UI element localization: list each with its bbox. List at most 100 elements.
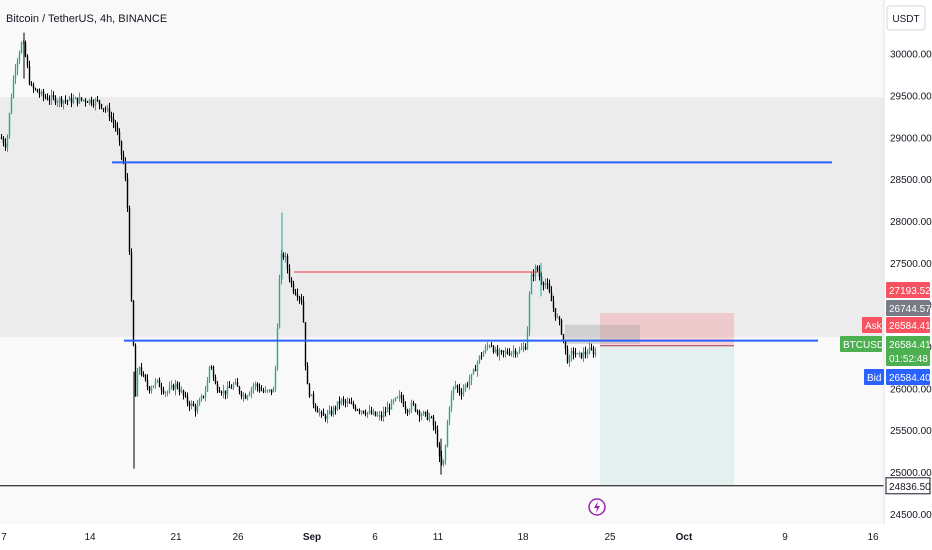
candle <box>378 410 381 421</box>
candle <box>208 365 211 384</box>
price-tick-label: 26000.00 <box>890 384 932 395</box>
candle <box>292 280 295 295</box>
candle <box>386 401 389 413</box>
candle <box>536 265 539 272</box>
candle <box>534 264 537 281</box>
candle <box>542 281 545 291</box>
candle <box>408 408 411 415</box>
candle <box>282 252 285 260</box>
time-axis[interactable]: 7 14 21 26 Sep 6 11 18 25 Oct 9 16 <box>1 532 879 543</box>
candle <box>192 401 195 407</box>
candle <box>100 103 103 110</box>
bottom-axis-background <box>0 524 932 550</box>
flash-icon[interactable] <box>588 498 606 516</box>
candle <box>492 345 495 354</box>
candle <box>444 444 447 465</box>
candle <box>250 386 253 399</box>
chart-title: Bitcoin / TetherUS, 4h, BINANCE <box>6 13 167 25</box>
candle <box>248 391 251 397</box>
candle <box>490 342 493 348</box>
candle <box>510 351 513 357</box>
candle <box>158 377 161 388</box>
price-tick-label: 25500.00 <box>890 426 932 437</box>
gray-price-tag-text: 26744.57 <box>889 304 931 315</box>
candle <box>422 410 425 416</box>
candle <box>84 98 87 107</box>
candle <box>566 345 569 364</box>
candle <box>194 403 197 417</box>
currency-label: USDT <box>892 14 919 25</box>
candle <box>148 385 151 394</box>
candle <box>320 410 323 418</box>
candle <box>402 394 405 408</box>
candle <box>374 411 377 417</box>
ask-label-tag: Ask <box>862 317 883 333</box>
currency-button[interactable]: USDT <box>886 5 926 31</box>
candle <box>416 409 419 415</box>
price-tick-label: 30000.00 <box>890 50 932 61</box>
candle <box>322 408 325 417</box>
candle <box>184 391 187 398</box>
candle <box>324 414 327 422</box>
candle <box>496 345 499 357</box>
price-tick-label: 24500.00 <box>890 510 932 521</box>
candle <box>180 386 183 394</box>
candle <box>16 58 19 76</box>
mini-gray-zone <box>565 324 640 345</box>
candle <box>506 348 509 355</box>
symbol-tag: BTCUSDT <box>840 336 890 352</box>
candle <box>552 295 555 312</box>
candle <box>56 99 59 108</box>
candle <box>434 421 437 434</box>
candle <box>298 295 301 304</box>
candle <box>212 365 215 381</box>
candle <box>266 389 269 393</box>
candle <box>40 89 43 97</box>
candle <box>546 278 549 290</box>
candle <box>342 396 345 406</box>
candle <box>344 398 347 408</box>
axis-panel-background <box>884 0 932 550</box>
candle <box>582 347 585 362</box>
candle <box>60 95 63 108</box>
candle <box>46 93 49 101</box>
candle <box>480 352 483 360</box>
candle <box>414 403 417 413</box>
candle <box>178 382 181 396</box>
candle <box>132 300 135 347</box>
candle <box>156 379 159 384</box>
candle <box>234 378 237 385</box>
candle <box>224 390 227 400</box>
candle <box>92 99 95 108</box>
candle <box>182 389 185 400</box>
candle <box>106 105 109 113</box>
candle <box>20 41 23 54</box>
candle <box>372 408 375 416</box>
candle <box>14 64 17 84</box>
candle <box>108 102 111 121</box>
candle <box>514 348 517 358</box>
candle <box>442 459 445 467</box>
candle <box>304 322 307 371</box>
candle <box>120 140 123 161</box>
candle <box>62 99 65 110</box>
candle <box>0 133 3 140</box>
candle <box>154 378 157 389</box>
candle <box>262 387 265 394</box>
candle <box>8 112 11 139</box>
ask-price-tag-text: 26584.41 <box>889 321 931 332</box>
candle <box>532 269 535 282</box>
candle <box>436 425 439 448</box>
candle <box>76 97 79 107</box>
candle <box>44 93 47 100</box>
candle <box>302 296 305 323</box>
bid-label-tag: Bid <box>864 369 884 385</box>
candle <box>168 381 171 395</box>
candle <box>352 400 355 409</box>
candle <box>236 377 239 387</box>
price-tick-label: 29000.00 <box>890 133 932 144</box>
candle <box>74 96 77 100</box>
candle <box>530 272 533 295</box>
